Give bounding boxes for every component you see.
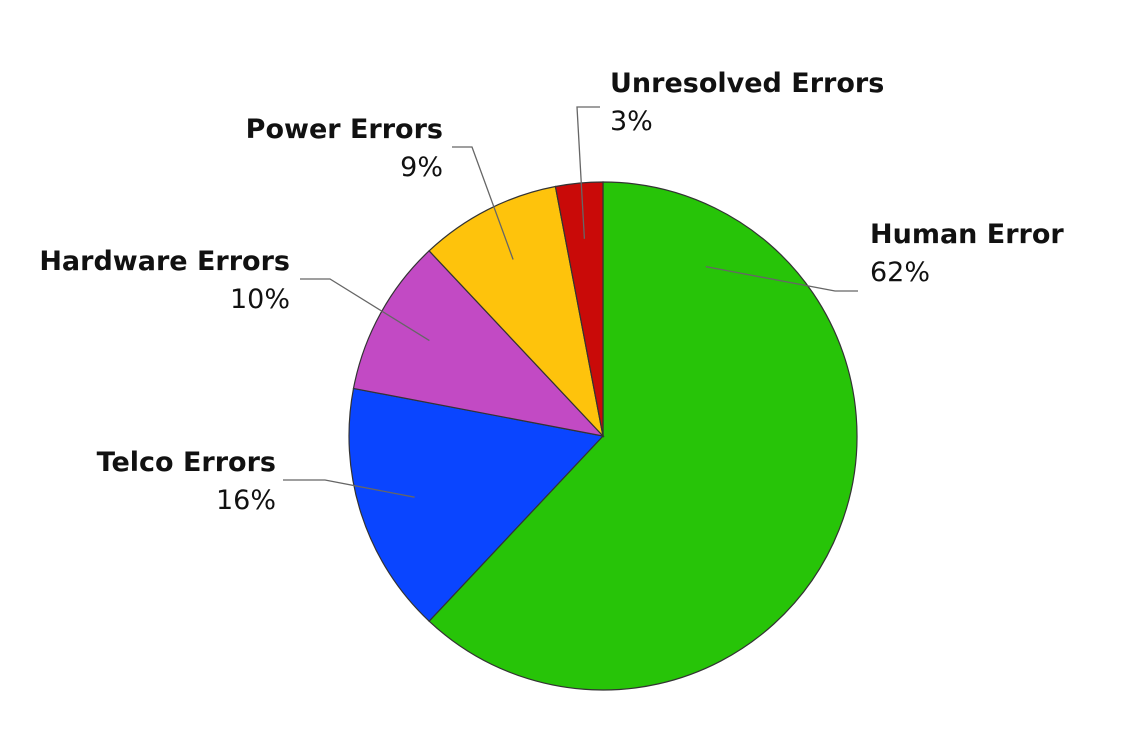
pie-slice-telco-errors: [348, 387, 605, 623]
leader-line-power-errors: [452, 146, 514, 260]
slice-label-power-errors: Power Errors: [246, 114, 443, 145]
leader-lines-layer: [283, 106, 858, 498]
leader-line-unresolved-errors: [576, 106, 600, 239]
leader-line-hardware-errors: [300, 278, 430, 342]
pie-slice-unresolved-errors: [554, 181, 604, 437]
slice-label-unresolved-errors: Unresolved Errors: [610, 68, 884, 99]
slice-percent-unresolved-errors: 3%: [610, 106, 653, 137]
slice-percent-hardware-errors: 10%: [230, 284, 290, 315]
slice-label-hardware-errors: Hardware Errors: [39, 246, 290, 277]
slice-label-telco-errors: Telco Errors: [97, 447, 276, 478]
pie-slice-human-error: [428, 181, 858, 691]
slice-percent-telco-errors: 16%: [216, 485, 276, 516]
pie-slice-power-errors: [428, 185, 604, 438]
pie-slice-hardware-errors: [352, 249, 605, 437]
labels-layer: Human Error 62% Telco Errors 16% Hardware Er…: [39, 68, 1064, 516]
slices-layer: [348, 181, 858, 691]
leader-line-telco-errors: [283, 479, 415, 498]
slice-label-human-error: Human Error: [870, 219, 1064, 250]
slice-percent-power-errors: 9%: [400, 152, 443, 183]
leader-line-human-error: [705, 265, 858, 292]
slice-percent-human-error: 62%: [870, 257, 930, 288]
